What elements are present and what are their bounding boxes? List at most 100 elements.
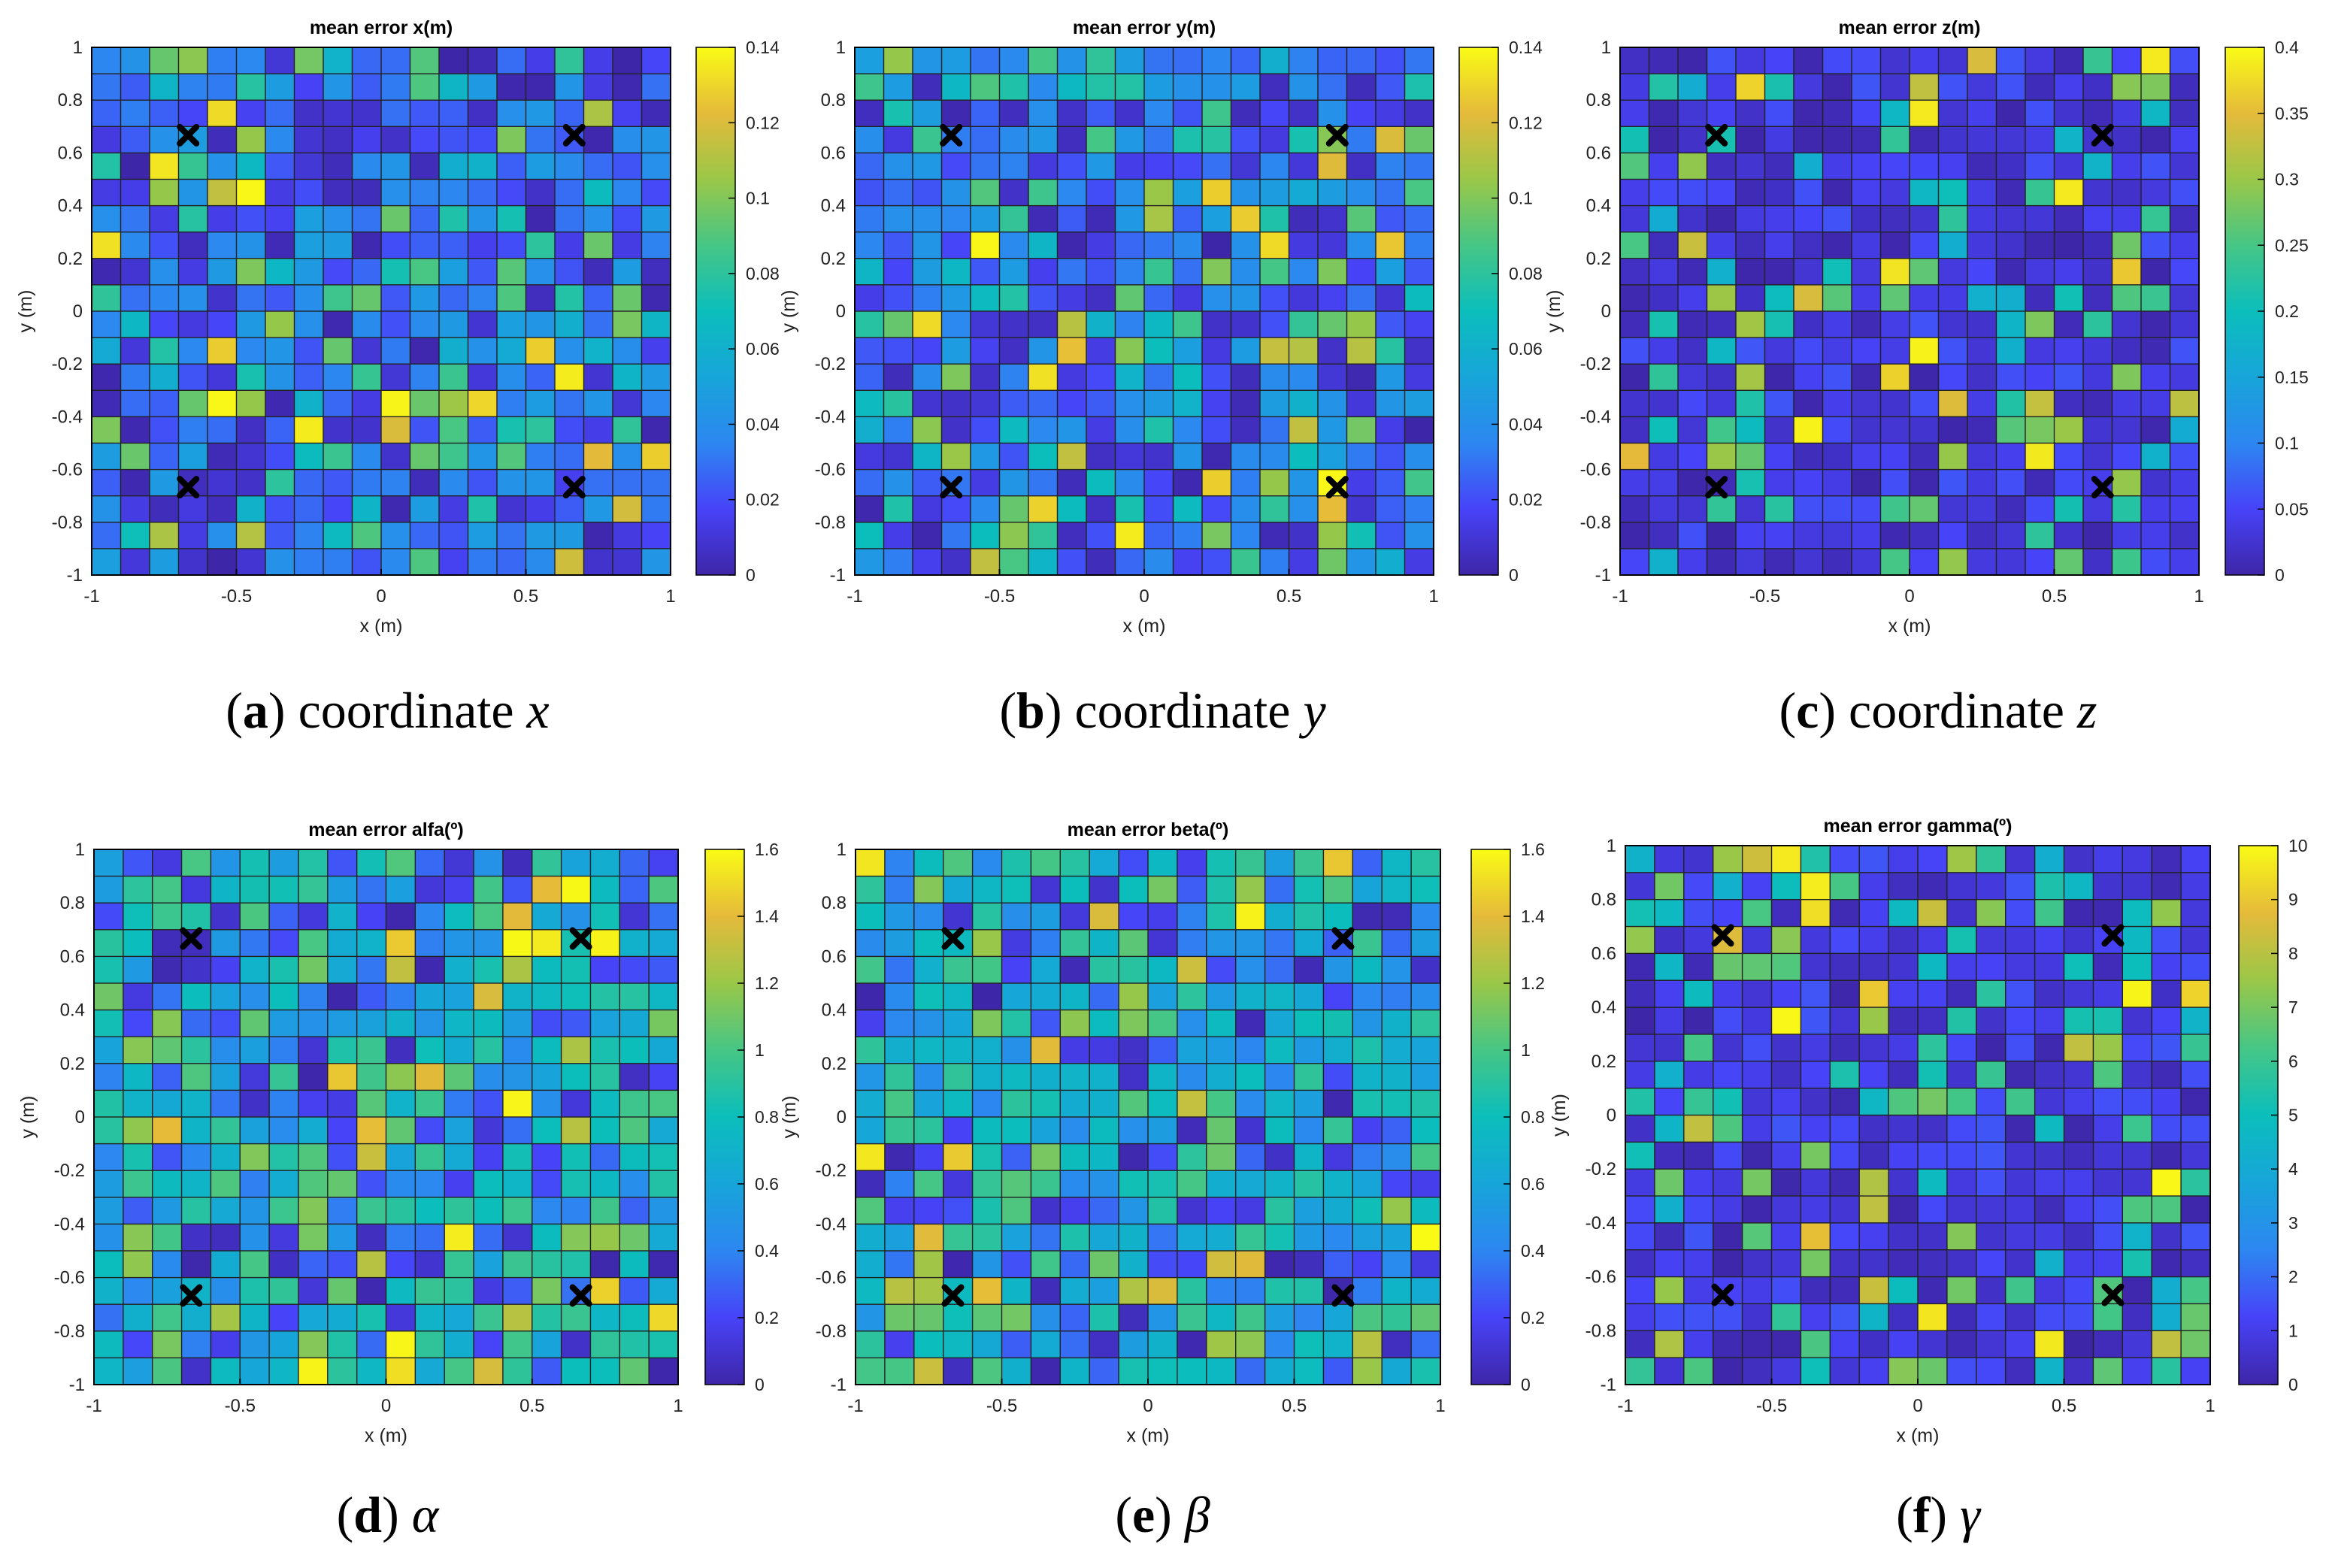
heatmap-cell: [1995, 337, 2026, 365]
heatmap-cell: [2151, 845, 2182, 873]
heatmap-cell: [2151, 1168, 2182, 1197]
heatmap-cell: [554, 232, 585, 259]
heatmap-cell: [210, 1009, 241, 1038]
heatmap-cell: [502, 1143, 533, 1172]
heatmap-cell: [1317, 152, 1348, 180]
x-tick-label: -1: [86, 1396, 101, 1416]
heatmap-cell: [502, 1303, 533, 1332]
heatmap-cell: [177, 310, 208, 339]
heatmap-cell: [502, 849, 533, 877]
heatmap-cell: [1177, 849, 1207, 877]
heatmap-cell: [293, 152, 324, 180]
heatmap-cell: [641, 284, 671, 312]
heatmap-cell: [1648, 73, 1679, 101]
heatmap-cell: [2034, 1330, 2065, 1359]
heatmap-cell: [2140, 284, 2171, 312]
y-axis-label: y (m): [15, 290, 36, 333]
sensor-marker: [177, 476, 200, 499]
heatmap-cell: [177, 232, 208, 259]
heatmap-cell: [177, 442, 208, 471]
heatmap-cell: [180, 1009, 212, 1038]
heatmap-cell: [1346, 495, 1377, 523]
heatmap-cell: [265, 310, 295, 339]
heatmap-cell: [2180, 872, 2212, 901]
heatmap-cell: [612, 47, 643, 75]
heatmap-cell: [1234, 1116, 1266, 1145]
heatmap-cell: [855, 955, 886, 985]
heatmap-cell: [293, 99, 324, 128]
heatmap-cell: [1201, 468, 1232, 497]
heatmap-cell: [123, 1303, 153, 1332]
heatmap-cell: [2111, 468, 2142, 497]
heatmap-cell: [2063, 1222, 2094, 1251]
heatmap-cell: [1946, 1249, 1977, 1278]
heatmap-cell: [1410, 1116, 1441, 1145]
heatmap-cell: [1706, 363, 1737, 392]
heatmap-cell: [2004, 1357, 2036, 1386]
sensor-marker: [177, 123, 200, 147]
heatmap-cell: [1089, 1063, 1120, 1091]
heatmap-cell: [1829, 1061, 1861, 1089]
heatmap-cell: [1712, 1249, 1743, 1278]
heatmap-cell: [940, 152, 971, 180]
y-tick-label: 0.6: [58, 143, 83, 163]
heatmap-cell: [2111, 522, 2142, 549]
heatmap-cell: [210, 1357, 241, 1386]
heatmap-cell: [1317, 416, 1348, 444]
heatmap-cell: [1352, 1143, 1383, 1172]
heatmap-cell: [1976, 979, 2006, 1009]
heatmap-cell: [149, 204, 180, 233]
heatmap-cell: [1234, 955, 1266, 985]
heatmap-cell: [970, 152, 1001, 180]
heatmap-cell: [2092, 1222, 2124, 1251]
heatmap-cell: [1293, 1276, 1325, 1306]
x-tick-label: -0.5: [225, 1396, 256, 1416]
heatmap-cell: [1822, 99, 1852, 128]
heatmap-cell: [1909, 126, 1940, 154]
heatmap-cell: [1677, 47, 1708, 75]
heatmap-cell: [180, 1063, 212, 1091]
heatmap-cell: [2180, 1034, 2212, 1062]
heatmap-cell: [884, 929, 915, 958]
heatmap-cell: [1143, 73, 1174, 101]
heatmap-cell: [1086, 468, 1116, 497]
heatmap-cell: [239, 1223, 271, 1252]
heatmap-cell: [854, 47, 885, 75]
sensor-marker: [1705, 476, 1728, 499]
sensor-marker: [941, 927, 965, 950]
heatmap-cell: [1114, 126, 1145, 154]
heatmap-cell: [91, 99, 122, 128]
y-tick-label: 0: [73, 301, 83, 322]
heatmap-cell: [1619, 363, 1650, 392]
heatmap-cell: [1712, 845, 1743, 873]
heatmap-cell: [1741, 979, 1773, 1009]
heatmap-cell: [1172, 47, 1203, 75]
heatmap-cell: [589, 929, 621, 958]
heatmap-cell: [1114, 548, 1145, 577]
heatmap-cell: [612, 178, 643, 207]
heatmap-cell: [1976, 1303, 2006, 1332]
colorbar-tick-label: 0.14: [1509, 38, 1543, 57]
heatmap-cell: [998, 468, 1029, 497]
heatmap-cell: [1677, 258, 1708, 286]
heatmap-cell: [1177, 1089, 1207, 1118]
heatmap-cell: [149, 442, 180, 471]
heatmap-cell: [589, 1063, 621, 1091]
heatmap-cell: [884, 1330, 915, 1359]
heatmap-cell: [1143, 178, 1174, 207]
heatmap-cell: [1937, 548, 1968, 577]
heatmap-cell: [1770, 1034, 1802, 1062]
heatmap-cell: [380, 73, 411, 101]
heatmap-cell: [1683, 1061, 1714, 1089]
heatmap-cell: [1352, 875, 1383, 904]
heatmap-cell: [2063, 1034, 2094, 1062]
heatmap-cell: [444, 1276, 475, 1306]
heatmap-cell: [1967, 258, 1997, 286]
heatmap-cell: [380, 204, 411, 233]
heatmap-cell: [2122, 1061, 2153, 1089]
heatmap-cell: [1118, 1357, 1149, 1386]
heatmap-cell: [912, 416, 943, 444]
heatmap-cell: [444, 1116, 475, 1145]
y-tick-label: 0.2: [58, 249, 83, 269]
heatmap-cell: [239, 1009, 271, 1038]
